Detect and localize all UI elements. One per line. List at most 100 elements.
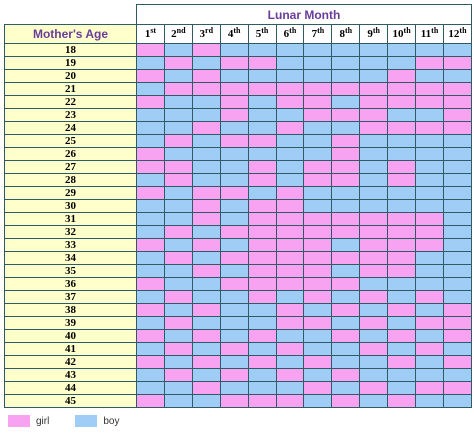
gender-cell [136, 121, 165, 135]
gender-cell [442, 186, 473, 200]
gender-cell [247, 316, 277, 330]
gender-cell [163, 251, 193, 265]
gender-cell [387, 147, 417, 161]
gender-cell [303, 147, 333, 161]
gender-cell [415, 381, 444, 395]
gender-cell [247, 277, 277, 291]
gender-cell [136, 108, 165, 122]
month-suffix: th [261, 26, 269, 35]
gender-cell [331, 329, 361, 343]
gender-cell [303, 251, 333, 265]
gender-cell [303, 394, 333, 408]
gender-cell [303, 160, 333, 174]
gender-cell [191, 147, 221, 161]
month-header: 6th [275, 24, 305, 44]
gender-cell [136, 225, 165, 239]
gender-cell [331, 290, 361, 304]
data-row: 40 [4, 329, 473, 343]
month-number: 11 [420, 28, 432, 40]
gender-cell [442, 43, 473, 57]
gender-cell [387, 303, 417, 317]
gender-cell [303, 186, 333, 200]
gender-cell [191, 238, 221, 252]
gender-cell [247, 95, 277, 109]
gender-cell [275, 290, 305, 304]
gender-cell [303, 238, 333, 252]
age-cell: 34 [4, 251, 137, 265]
gender-cell [191, 290, 221, 304]
age-cell: 44 [4, 381, 137, 395]
data-row: 38 [4, 303, 473, 317]
gender-cell [136, 212, 165, 226]
gender-cell [136, 134, 165, 148]
gender-cell [415, 355, 444, 369]
gender-cell [219, 290, 249, 304]
gender-cell [219, 212, 249, 226]
gender-cell [442, 329, 473, 343]
gender-cell [359, 342, 389, 356]
gender-cell [247, 43, 277, 57]
gender-cell [219, 69, 249, 83]
gender-cell [387, 381, 417, 395]
gender-cell [191, 394, 221, 408]
age-cell: 20 [4, 69, 137, 83]
month-suffix: th [459, 26, 467, 35]
gender-cell [136, 56, 165, 70]
gender-cell [136, 238, 165, 252]
gender-cell [191, 108, 221, 122]
gender-cell [331, 173, 361, 187]
gender-cell [163, 355, 193, 369]
gender-cell [219, 277, 249, 291]
gender-cell [359, 290, 389, 304]
age-cell: 43 [4, 368, 137, 382]
month-header: 4th [219, 24, 249, 44]
gender-cell [247, 160, 277, 174]
gender-cell [415, 329, 444, 343]
gender-cell [247, 225, 277, 239]
month-number: 9 [367, 28, 373, 40]
gender-cell [387, 186, 417, 200]
gender-cell [163, 134, 193, 148]
gender-cell [359, 147, 389, 161]
age-cell: 19 [4, 56, 137, 70]
gender-cell [191, 264, 221, 278]
gender-cell [331, 69, 361, 83]
gender-cell [359, 56, 389, 70]
data-row: 29 [4, 186, 473, 200]
gender-cell [219, 186, 249, 200]
gender-cell [359, 277, 389, 291]
gender-cell [387, 290, 417, 304]
gender-cell [303, 316, 333, 330]
gender-cell [219, 394, 249, 408]
age-header: Mother's Age [4, 24, 137, 44]
age-cell: 27 [4, 160, 137, 174]
gender-cell [275, 277, 305, 291]
gender-cell [275, 43, 305, 57]
gender-cell [442, 368, 473, 382]
month-header: 9th [359, 24, 389, 44]
gender-cell [415, 108, 444, 122]
gender-cell [275, 108, 305, 122]
gender-cell [415, 277, 444, 291]
gender-cell [387, 329, 417, 343]
gender-cell [191, 381, 221, 395]
gender-cell [303, 82, 333, 96]
gender-cell [442, 355, 473, 369]
age-cell: 35 [4, 264, 137, 278]
gender-cell [442, 173, 473, 187]
gender-cell [247, 342, 277, 356]
gender-cell [387, 82, 417, 96]
gender-cell [219, 303, 249, 317]
month-header: 7th [303, 24, 333, 44]
gender-cell [303, 121, 333, 135]
gender-cell [387, 368, 417, 382]
gender-cell [136, 251, 165, 265]
gender-cell [191, 355, 221, 369]
data-row: 33 [4, 238, 473, 252]
gender-cell [163, 225, 193, 239]
age-cell: 39 [4, 316, 137, 330]
data-row: 44 [4, 381, 473, 395]
gender-cell [219, 238, 249, 252]
gender-cell [136, 147, 165, 161]
gender-cell [331, 186, 361, 200]
